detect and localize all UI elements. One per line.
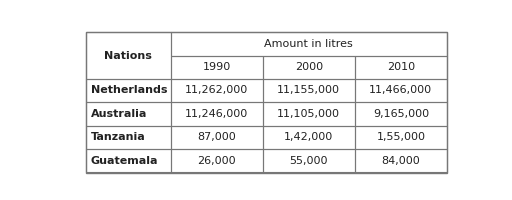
Bar <box>170 126 263 149</box>
Bar <box>263 126 355 149</box>
Text: Amount in litres: Amount in litres <box>264 39 353 49</box>
Bar <box>86 102 170 126</box>
Text: Australia: Australia <box>91 109 147 119</box>
Text: Nations: Nations <box>104 51 152 61</box>
Bar <box>263 56 355 79</box>
Bar <box>86 149 170 172</box>
Bar <box>355 79 447 102</box>
Text: Guatemala: Guatemala <box>91 156 158 166</box>
Text: 2000: 2000 <box>295 62 323 72</box>
Text: 84,000: 84,000 <box>381 156 420 166</box>
Text: Netherlands: Netherlands <box>91 85 167 95</box>
Text: 26,000: 26,000 <box>198 156 236 166</box>
Bar <box>355 126 447 149</box>
Bar <box>86 126 170 149</box>
Text: 11,246,000: 11,246,000 <box>185 109 248 119</box>
Bar <box>170 149 263 172</box>
Text: 1,55,000: 1,55,000 <box>376 132 425 142</box>
Bar <box>170 102 263 126</box>
Bar <box>170 32 447 56</box>
Text: 2010: 2010 <box>387 62 415 72</box>
Bar <box>263 79 355 102</box>
Bar <box>170 79 263 102</box>
Bar <box>86 79 170 102</box>
Bar <box>86 32 170 79</box>
Text: 55,000: 55,000 <box>290 156 328 166</box>
Bar <box>263 149 355 172</box>
Text: 11,466,000: 11,466,000 <box>369 85 433 95</box>
Text: 1,42,000: 1,42,000 <box>284 132 333 142</box>
Bar <box>170 56 263 79</box>
Bar <box>355 149 447 172</box>
Text: Tanzania: Tanzania <box>91 132 145 142</box>
Text: 87,000: 87,000 <box>197 132 236 142</box>
Bar <box>355 56 447 79</box>
Text: 9,165,000: 9,165,000 <box>373 109 429 119</box>
Text: 1990: 1990 <box>203 62 231 72</box>
Bar <box>355 102 447 126</box>
Text: 11,105,000: 11,105,000 <box>278 109 340 119</box>
Bar <box>263 102 355 126</box>
Text: 11,155,000: 11,155,000 <box>278 85 340 95</box>
Text: 11,262,000: 11,262,000 <box>185 85 248 95</box>
